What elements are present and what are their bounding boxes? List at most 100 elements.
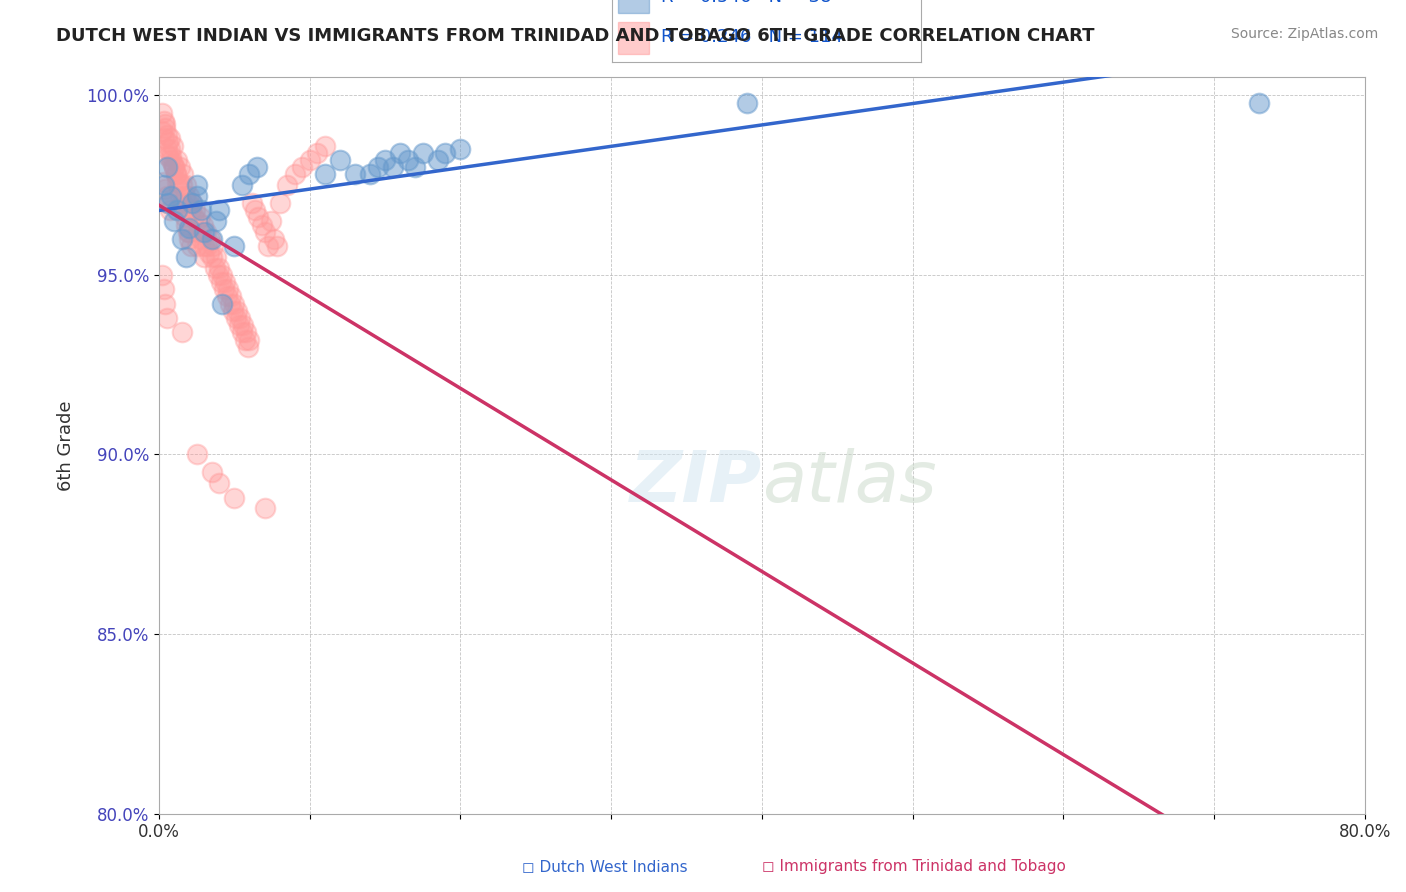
Point — [224, 239, 246, 253]
Point — [190, 232, 212, 246]
Point — [449, 142, 471, 156]
Point — [162, 156, 184, 170]
Point — [235, 326, 257, 340]
Point — [183, 211, 205, 225]
Point — [174, 218, 197, 232]
Point — [231, 178, 253, 193]
FancyBboxPatch shape — [617, 22, 648, 54]
Point — [160, 189, 183, 203]
Point — [160, 153, 183, 167]
Point — [250, 218, 273, 232]
Point — [180, 203, 202, 218]
Point — [253, 501, 276, 516]
Point — [314, 138, 336, 153]
Point — [236, 340, 259, 354]
Point — [170, 196, 193, 211]
Point — [247, 211, 270, 225]
Point — [233, 333, 256, 347]
Point — [314, 168, 336, 182]
Point — [263, 232, 285, 246]
Point — [284, 168, 307, 182]
Point — [209, 275, 232, 289]
Point — [174, 250, 197, 264]
Point — [193, 239, 215, 253]
Text: DUTCH WEST INDIAN VS IMMIGRANTS FROM TRINIDAD AND TOBAGO 6TH GRADE CORRELATION C: DUTCH WEST INDIAN VS IMMIGRANTS FROM TRI… — [56, 27, 1095, 45]
Point — [434, 145, 457, 160]
Point — [246, 160, 269, 174]
Point — [195, 239, 218, 253]
Point — [202, 239, 225, 253]
Point — [204, 260, 226, 275]
Text: R = 0.546   N = 38: R = 0.546 N = 38 — [661, 0, 831, 6]
Point — [179, 221, 201, 235]
Point — [150, 106, 173, 120]
Point — [150, 124, 173, 138]
Point — [208, 203, 231, 218]
Point — [173, 189, 195, 203]
Point — [159, 203, 181, 218]
Point — [259, 214, 281, 228]
Point — [211, 268, 233, 282]
Point — [359, 168, 381, 182]
Point — [157, 196, 180, 211]
Point — [152, 131, 174, 145]
Point — [150, 268, 173, 282]
Point — [157, 149, 180, 163]
Point — [396, 153, 419, 167]
Point — [238, 168, 260, 182]
Point — [242, 196, 264, 211]
Point — [179, 225, 201, 239]
Point — [176, 196, 198, 211]
Point — [217, 282, 239, 296]
Point — [155, 128, 177, 142]
Point — [173, 211, 195, 225]
Point — [184, 203, 207, 218]
Point — [225, 311, 247, 326]
Point — [167, 182, 190, 196]
Point — [155, 160, 177, 174]
Point — [162, 138, 184, 153]
Point — [181, 196, 204, 211]
Point — [186, 239, 208, 253]
Point — [155, 142, 177, 156]
Point — [155, 189, 177, 203]
Point — [404, 160, 426, 174]
Point — [163, 160, 186, 174]
Point — [735, 95, 758, 110]
Point — [172, 203, 194, 218]
Point — [186, 189, 208, 203]
Point — [152, 178, 174, 193]
Point — [165, 168, 187, 182]
Point — [157, 196, 180, 211]
Point — [256, 239, 278, 253]
Point — [193, 225, 215, 239]
Point — [186, 178, 208, 193]
Text: R = 0.246   N = 114: R = 0.246 N = 114 — [661, 29, 844, 46]
Point — [193, 250, 215, 264]
Point — [201, 466, 224, 480]
Point — [152, 282, 174, 296]
Point — [307, 145, 329, 160]
Point — [169, 160, 191, 174]
Point — [170, 326, 193, 340]
Point — [212, 282, 235, 296]
Point — [218, 296, 240, 310]
Point — [374, 153, 396, 167]
Point — [214, 275, 236, 289]
Point — [188, 211, 211, 225]
Text: ZIP: ZIP — [630, 448, 762, 516]
Point — [187, 225, 209, 239]
Point — [186, 214, 208, 228]
Point — [172, 168, 194, 182]
Point — [169, 189, 191, 203]
Point — [205, 214, 228, 228]
Point — [179, 189, 201, 203]
FancyBboxPatch shape — [617, 0, 648, 13]
Point — [186, 448, 208, 462]
Point — [426, 153, 449, 167]
Point — [367, 160, 389, 174]
Text: ◻ Immigrants from Trinidad and Tobago: ◻ Immigrants from Trinidad and Tobago — [762, 859, 1066, 874]
Point — [215, 289, 238, 303]
Point — [238, 333, 260, 347]
Point — [291, 160, 314, 174]
